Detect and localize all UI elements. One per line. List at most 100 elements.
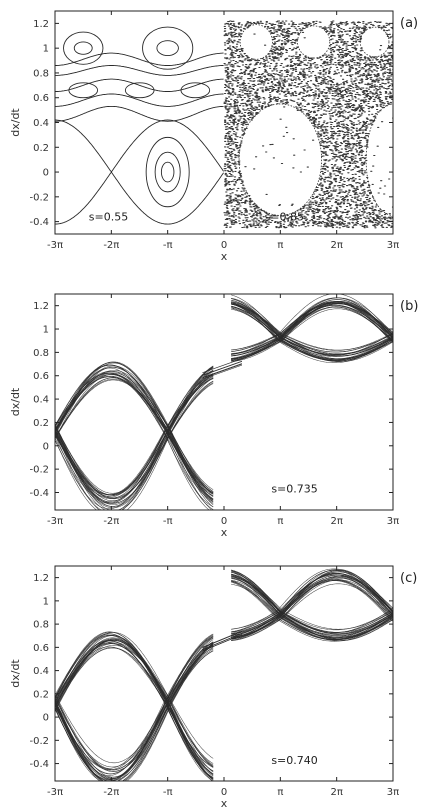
y-axis-label: dx/dt [9,108,22,137]
x-tick-label: π [277,516,283,527]
orbit [142,26,194,70]
bridge-trajectory [202,360,243,376]
parameter-annotation: s=0.735 [271,483,317,496]
x-axis-label: x [221,797,228,809]
panel-label: (c) [400,571,417,586]
trajectory [231,610,393,631]
trajectory [231,572,393,616]
trajectory [231,618,393,638]
trajectory [55,646,214,703]
x-tick-label: -2π [103,787,119,798]
trajectory [55,707,214,781]
trajectory [231,337,393,360]
y-tick-label: 0.4 [33,395,49,406]
y-tick-label: 0.2 [33,418,49,429]
y-tick-label: -0.4 [29,759,49,770]
y-tick-label: 0.6 [33,643,49,654]
plot-area [55,294,393,510]
trajectory [55,429,214,495]
bridge-trajectory [202,634,243,652]
trajectory [231,619,393,642]
trajectory [55,377,214,436]
trajectory [231,577,393,619]
x-tick-label: 0 [221,240,227,251]
y-tick-label: 1 [43,325,49,336]
trajectory [55,429,214,495]
trajectory [231,335,393,354]
trajectory [55,432,214,499]
trajectory [55,700,214,772]
orbit [160,161,175,183]
x-tick-label: -π [163,240,173,251]
x-tick-label: 2π [330,787,342,798]
panel-label: (a) [400,16,418,31]
x-axis-label: x [221,526,228,539]
x-tick-label: -3π [47,787,63,798]
trajectory [55,372,214,430]
orbit [154,151,181,193]
bridge-trajectory [202,631,243,649]
trajectory [55,366,214,436]
y-tick-label: 1.2 [33,301,49,312]
trajectory [55,434,210,510]
orbit [156,40,179,57]
trajectory [231,615,393,638]
y-tick-label: 0.4 [33,118,49,129]
trajectory [231,333,393,351]
trajectory [55,374,214,436]
trajectory [231,583,393,619]
trajectory [55,376,214,436]
trajectory [55,635,214,702]
bridge-trajectory [202,363,243,378]
x-tick-label: 2π [330,240,342,251]
axes-frame [54,10,394,235]
y-tick-label: 0.2 [33,689,49,700]
trajectory [231,302,393,337]
trajectory [231,577,393,615]
y-tick-label: 0.8 [33,348,49,359]
bridge-trajectory [202,358,243,373]
panel-b: -3π -2π -π 0 π 2π 3π -0.4 -0.2 0 0.2 0.4 0.6 0.8 1 1.2 x… [9,293,418,539]
y-tick-label: 0 [43,168,49,179]
plot-area [55,568,393,781]
torus [238,103,322,216]
y-tick-label: -0.2 [29,192,49,203]
trajectory [55,642,214,702]
x-tick-label: -2π [103,240,119,251]
x-tick-label: 0 [221,516,227,527]
y-tick-label: 1 [43,44,49,55]
trajectory [231,611,393,635]
trajectory [55,427,214,496]
orbit [145,136,190,208]
y-axis-label: dx/dt [9,387,22,416]
trajectory [231,614,393,640]
y-tick-label: 1.2 [33,19,49,30]
trajectory [55,700,214,771]
trajectory [231,306,393,342]
trajectory [55,647,214,703]
parameter-annotation: s=0.55 [89,211,128,224]
y-tick-label: 1.2 [33,573,49,584]
x-tick-label: 2π [330,516,342,527]
trajectory [55,704,214,780]
y-tick-label: 0.2 [33,143,49,154]
parameter-annotation: s=0.740 [271,754,317,767]
x-tick-label: -3π [47,516,63,527]
orbit [55,65,224,76]
orbit [180,82,211,99]
y-tick-label: 0.4 [33,666,49,677]
trajectory [231,336,393,360]
bridge-trajectory [202,633,243,650]
trajectory [231,336,393,355]
x-axis-label: x [221,250,228,263]
trajectory [231,334,393,353]
trajectory [55,699,214,776]
orbit [55,171,224,225]
y-axis-label: dx/dt [9,659,22,688]
trajectory [55,633,214,702]
orbit [68,82,99,99]
panel-a: -3π -2π -π 0 π 2π 3π -0.4 -0.2 0 0.2 0.4 0.6 0.8 1 1.2 x… [9,10,418,263]
trajectory [231,617,393,641]
trajectory [231,333,393,351]
